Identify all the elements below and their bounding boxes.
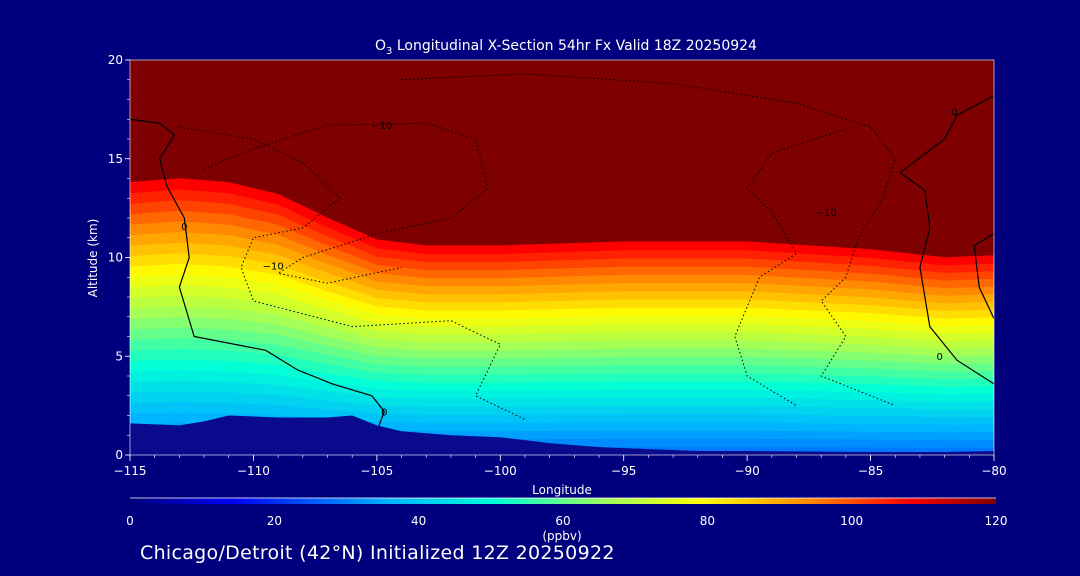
x-tick-label: −110 [237, 464, 270, 478]
colorbar-units: (ppbv) [542, 529, 581, 543]
x-tick-label: −115 [114, 464, 147, 478]
x-axis-label: Longitude [532, 483, 592, 497]
y-tick-label: 15 [108, 152, 123, 166]
contour-line-solid [973, 233, 994, 319]
contour-label: 0 [181, 222, 187, 233]
contour-label: −10 [816, 208, 837, 219]
y-tick-label: 0 [115, 448, 123, 462]
chart-title: O3 Longitudinal X-Section 54hr Fx Valid … [375, 38, 757, 57]
ozone-bands [130, 178, 994, 455]
contour-label: −10 [371, 121, 392, 132]
plot-area: −10 −10 −10 0 0 0 0 [130, 60, 994, 455]
colorbar-tick-label: 20 [267, 514, 282, 528]
contour-line-dotted [401, 73, 896, 407]
x-tick-label: −95 [611, 464, 636, 478]
y-tick-label: 5 [115, 349, 123, 363]
colorbar-tick-label: 40 [411, 514, 426, 528]
y-tick-label: 10 [108, 251, 123, 265]
contour-line-solid [899, 95, 994, 385]
contour-label: 0 [937, 352, 943, 363]
colorbar-tick-label: 80 [700, 514, 715, 528]
contour-label: 0 [951, 107, 957, 118]
x-tick-label: −100 [484, 464, 517, 478]
x-axis: −115 −110 −105 −100 −95 −90 −85 −80 [114, 455, 1007, 478]
terrain-mask [130, 415, 994, 455]
contour-label: −10 [263, 261, 284, 272]
ozone-band [130, 178, 994, 266]
colorbar-tick-label: 120 [985, 514, 1008, 528]
colorbar [130, 498, 996, 504]
x-tick-label: −105 [360, 464, 393, 478]
contour-line-dotted [734, 128, 847, 407]
contour-line-solid [130, 118, 385, 432]
x-tick-label: −90 [734, 464, 759, 478]
colorbar-ticks: 0 20 40 60 80 100 120 [126, 514, 1007, 528]
footer-caption: Chicago/Detroit (42°N) Initialized 12Z 2… [140, 542, 615, 564]
y-axis: 0 5 10 15 20 [108, 53, 130, 462]
y-axis-label: Altitude (km) [86, 219, 100, 298]
colorbar-tick-label: 100 [840, 514, 863, 528]
contour-line-dotted [203, 122, 489, 284]
colorbar-tick-label: 60 [555, 514, 570, 528]
x-tick-label: −85 [858, 464, 883, 478]
y-tick-label: 20 [108, 53, 123, 67]
colorbar-tick-label: 0 [126, 514, 134, 528]
contour-label: 0 [381, 408, 387, 419]
ozone-contours: −10 −10 −10 0 0 0 0 [130, 73, 994, 432]
x-tick-label: −80 [981, 464, 1006, 478]
